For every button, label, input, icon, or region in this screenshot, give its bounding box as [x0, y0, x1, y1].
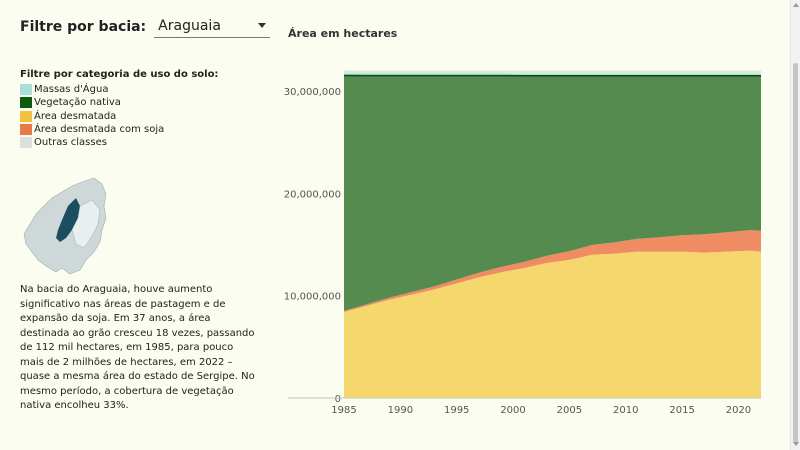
- legend-label-native-vegetation: Vegetação nativa: [34, 97, 121, 109]
- basin-map-highlight: [56, 198, 80, 242]
- x-tick-label: 2010: [613, 405, 638, 416]
- x-tick-label: 1990: [388, 405, 413, 416]
- x-tick-label: 2015: [669, 405, 694, 416]
- legend-label-deforested-soy: Área desmatada com soja: [34, 124, 165, 136]
- x-tick-label: 2000: [500, 405, 525, 416]
- legend-item-water[interactable]: Massas d'Água: [20, 83, 218, 96]
- chart-title: Área em hectares: [288, 27, 398, 40]
- y-tick-label: 20,000,000: [284, 189, 341, 200]
- basin-select-value: Araguaia: [158, 18, 221, 34]
- legend-item-deforested[interactable]: Área desmatada: [20, 110, 218, 123]
- land-use-legend: Filtre por categoria de uso do solo: Mas…: [20, 69, 218, 149]
- legend-swatch-native-vegetation: [20, 97, 32, 109]
- x-tick-label: 1985: [331, 405, 356, 416]
- y-tick-label: 30,000,000: [284, 87, 341, 98]
- legend-item-deforested-soy[interactable]: Área desmatada com soja: [20, 123, 218, 136]
- area-series[interactable]: [344, 230, 761, 313]
- legend-title: Filtre por categoria de uso do solo:: [20, 69, 219, 80]
- legend-swatch-deforested: [20, 110, 32, 122]
- basin-filter-label: Filtre por bacia:: [20, 19, 147, 35]
- legend-swatch-water: [20, 84, 32, 96]
- basin-map-subregion: [71, 199, 101, 249]
- area-series[interactable]: [344, 70, 761, 74]
- y-tick-label: 0: [335, 394, 341, 405]
- scrollbar-thumb[interactable]: [793, 63, 798, 443]
- y-tick-label: 10,000,000: [284, 292, 341, 303]
- chevron-down-icon[interactable]: [258, 23, 267, 28]
- x-tick-label: 2020: [726, 405, 751, 416]
- area-series[interactable]: [344, 75, 761, 311]
- legend-label-other: Outras classes: [34, 137, 107, 149]
- x-tick-label: 1995: [444, 405, 469, 416]
- legend-label-deforested: Área desmatada: [34, 110, 117, 122]
- basin-description: Na bacia do Araguaia, houve aumento sign…: [20, 284, 255, 411]
- basin-filter: Filtre por bacia: Araguaia: [20, 16, 271, 38]
- legend-swatch-other: [20, 137, 32, 149]
- legend-label-water: Massas d'Água: [34, 84, 109, 96]
- scroll-down-icon[interactable]: [793, 442, 799, 446]
- basin-select[interactable]: Araguaia: [154, 16, 271, 38]
- legend-item-native-vegetation[interactable]: Vegetação nativa: [20, 96, 218, 109]
- scroll-up-icon[interactable]: [793, 3, 799, 7]
- scrollbar[interactable]: [790, 0, 800, 450]
- legend-swatch-deforested-soy: [20, 124, 32, 136]
- x-tick-label: 2005: [557, 405, 582, 416]
- legend-item-other[interactable]: Outras classes: [20, 136, 218, 149]
- basin-map: [23, 177, 107, 275]
- area-series[interactable]: [344, 250, 761, 398]
